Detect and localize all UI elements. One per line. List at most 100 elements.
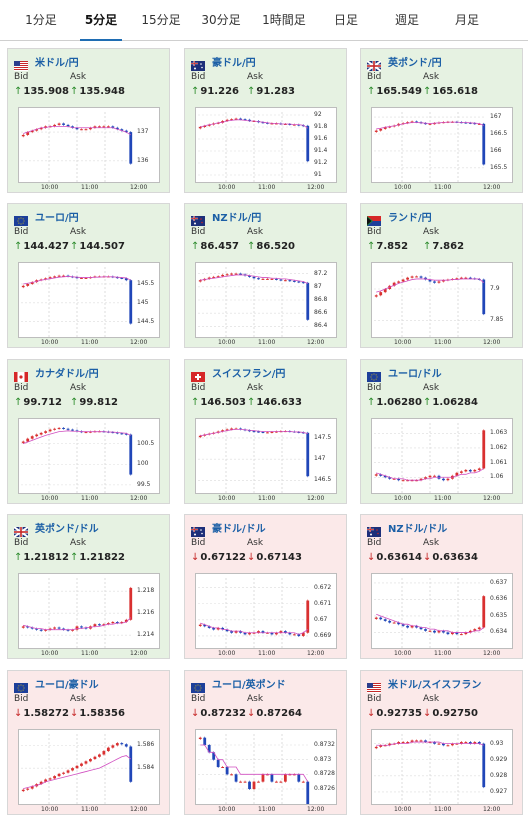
pair-name[interactable]: スイスフラン/円 [212, 368, 286, 380]
rate-card[interactable]: 豪ドル/ドル Bid Ask ↓0.67122 ↓0.67143 0.672 0.671 0.… [184, 514, 347, 659]
candle [306, 282, 310, 320]
ask-number: 86.520 [256, 241, 295, 252]
rate-card[interactable]: カナダドル/円 Bid Ask ↑99.712 ↑99.812 100.5 100 99.5 1… [7, 359, 170, 504]
rate-card[interactable]: スイスフラン/円 Bid Ask ↑146.503 ↑146.633 147.5 147 14… [184, 359, 347, 504]
tab-8[interactable]: 月足 [454, 13, 479, 27]
candle [39, 127, 43, 130]
pair-name[interactable]: 英ポンド/ドル [35, 523, 99, 535]
candle [21, 441, 25, 443]
pair-name[interactable]: NZドル/円 [212, 212, 262, 224]
pair-name[interactable]: ユーロ/豪ドル [35, 679, 99, 691]
price-chart[interactable]: 1.218 1.216 1.214 [18, 573, 160, 649]
pair-name[interactable]: 英ポンド/円 [388, 57, 442, 69]
candle [464, 122, 468, 124]
price-chart[interactable]: 1.586 1.584 [18, 729, 160, 805]
ask-label: Ask [247, 383, 264, 393]
candle [275, 632, 278, 635]
price-chart[interactable]: 87.2 87 86.8 86.6 86.4 [195, 262, 337, 338]
pair-name[interactable]: カナダドル/円 [35, 368, 99, 380]
candle [98, 624, 101, 626]
price-chart[interactable]: 7.9 7.85 [371, 262, 513, 338]
pair-name[interactable]: ユーロ/ドル [388, 368, 442, 380]
price-chart[interactable]: 145.5 145 144.5 [18, 262, 160, 338]
rate-card[interactable]: ユーロ/英ポンド Bid Ask ↓0.87232 ↓0.87264 0.8732 0.87… [184, 670, 347, 815]
pair-name[interactable]: 豪ドル/円 [212, 57, 256, 69]
price-chart[interactable]: 137 136 [18, 107, 160, 183]
ask-value: ↑144.507 [70, 241, 125, 252]
rate-card[interactable]: 英ポンド/円 Bid Ask ↑165.549 ↑165.618 167 166.5 166 1… [360, 48, 523, 193]
pair-name[interactable]: 豪ドル/ドル [212, 523, 266, 535]
candle [392, 622, 396, 624]
x-tick-label: 12:00 [130, 650, 148, 657]
arrow-up-icon: ↑ [191, 397, 200, 408]
price-chart[interactable]: 147.5 147 146.5 [195, 418, 337, 494]
candle [98, 754, 101, 757]
tab-2[interactable]: 5分足 [72, 0, 130, 41]
price-chart[interactable]: 0.93 0.929 0.928 0.927 [371, 729, 513, 805]
price-chart[interactable]: 1.063 1.062 1.061 1.06 [371, 418, 513, 494]
price-chart[interactable]: 100.5 100 99.5 [18, 418, 160, 494]
price-chart[interactable]: 167 166.5 166 165.5 [371, 107, 513, 183]
tab-4[interactable]: 30分足 [201, 13, 241, 27]
candle [84, 432, 88, 434]
ask-label: Ask [247, 538, 264, 548]
pair-name[interactable]: 米ドル/スイスフラン [388, 679, 482, 691]
rate-card[interactable]: ユーロ/ドル Bid Ask ↑1.06280 ↑1.06284 1.063 1.062 1.… [360, 359, 523, 504]
candle [379, 128, 383, 131]
rate-card[interactable]: 米ドル/円 Bid Ask ↑135.908 ↑135.948 137 136 10:00 11… [7, 48, 170, 193]
tab-1[interactable]: 1分足 [25, 13, 57, 27]
candle [207, 626, 211, 628]
candle [44, 629, 48, 631]
rate-card[interactable]: NZドル/円 Bid Ask ↑86.457 ↑86.520 87.2 87 86.8 86.6… [184, 203, 347, 348]
ask-number: 0.92750 [432, 708, 478, 719]
price-chart[interactable]: 0.672 0.671 0.67 0.669 [195, 573, 337, 649]
rate-card[interactable]: NZドル/ドル Bid Ask ↓0.63614 ↓0.63634 0.637 0.636 0… [360, 514, 523, 659]
rate-card[interactable]: 米ドル/スイスフラン Bid Ask ↓0.92735 ↓0.92750 0.93 0.92… [360, 670, 523, 815]
rate-card[interactable]: ユーロ/円 Bid Ask ↑144.427 ↑144.507 145.5 145 144.5… [7, 203, 170, 348]
ask-label: Ask [423, 72, 440, 82]
candle [129, 132, 133, 164]
candle [455, 472, 459, 476]
x-tick-label: 12:00 [307, 184, 325, 191]
candle [234, 118, 238, 120]
candle [243, 632, 247, 635]
tab-5[interactable]: 1時間足 [262, 13, 306, 27]
ask-label: Ask [423, 538, 440, 548]
pair-name[interactable]: ユーロ/円 [35, 212, 79, 224]
moving-average-line [23, 430, 131, 445]
candle [106, 623, 110, 625]
rate-card[interactable]: ランド/円 Bid Ask ↑7.852 ↑7.862 7.9 7.85 10:00 11:00… [360, 203, 523, 348]
rate-card[interactable]: 英ポンド/ドル Bid Ask ↑1.21812 ↑1.21822 1.218 1.216 1… [7, 514, 170, 659]
candle [26, 438, 30, 442]
pair-name[interactable]: 米ドル/円 [35, 57, 79, 69]
pair-name[interactable]: ユーロ/英ポンド [212, 679, 286, 691]
candle [243, 781, 247, 783]
candle [230, 631, 233, 633]
candle [437, 281, 441, 283]
candle [216, 276, 220, 278]
tab-6[interactable]: 日足 [333, 13, 358, 27]
candle [473, 742, 477, 744]
arrow-down-icon: ↓ [191, 552, 200, 563]
price-chart[interactable]: 0.8732 0.873 0.8728 0.8726 [195, 729, 337, 805]
pair-name[interactable]: NZドル/ドル [388, 523, 448, 535]
moving-average-line [23, 755, 132, 790]
candle [207, 124, 211, 126]
price-chart[interactable]: 0.637 0.636 0.635 0.634 [371, 573, 513, 649]
moving-average-line [200, 119, 308, 129]
bid-value: ↓0.87232 [191, 708, 246, 719]
candle [84, 627, 88, 629]
candle [71, 768, 74, 771]
candle [279, 781, 283, 783]
pair-name[interactable]: ランド/円 [388, 212, 432, 224]
timeframe-tabs: 1分足 5分足 15分足 30分足 1時間足 日足 週足 月足 [0, 0, 528, 41]
tab-7[interactable]: 週足 [394, 13, 419, 27]
tab-3[interactable]: 15分足 [141, 13, 181, 27]
rate-card[interactable]: ユーロ/豪ドル Bid Ask ↓1.58272 ↓1.58356 1.586 1.584 1… [7, 670, 170, 815]
x-tick-label: 12:00 [483, 806, 501, 813]
candle [89, 759, 92, 762]
price-chart[interactable]: 92 91.8 91.6 91.4 91.2 91 [195, 107, 337, 183]
moving-average-line [200, 428, 308, 437]
bid-label: Bid [191, 227, 206, 237]
rate-card[interactable]: 豪ドル/円 Bid Ask ↑91.226 ↑91.283 92 91.8 91.6 91.4 9… [184, 48, 347, 193]
